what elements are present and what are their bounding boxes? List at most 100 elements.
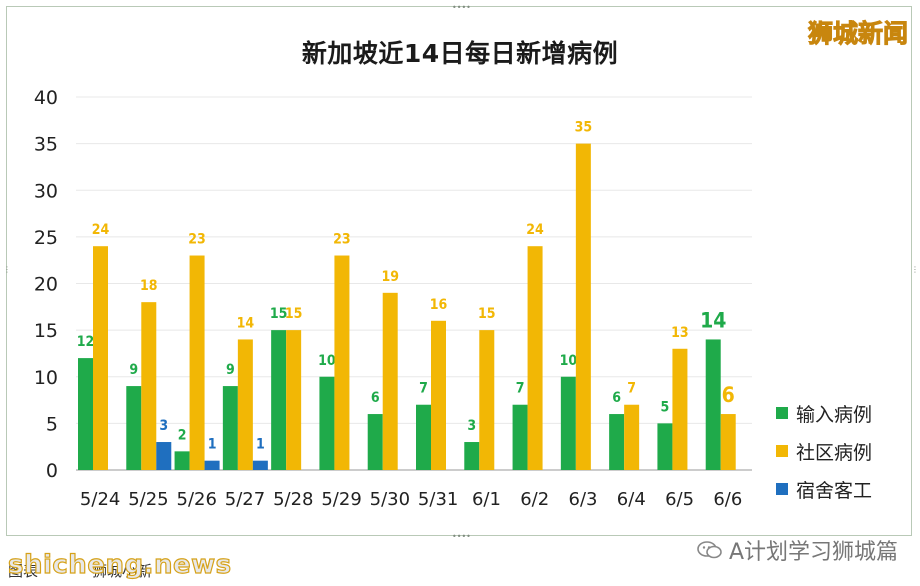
- watermark-text: shicheng.news: [7, 549, 232, 580]
- x-tick-label: 5/27: [225, 489, 265, 510]
- bar-import: [416, 404, 431, 470]
- bar-community: [431, 320, 446, 470]
- bar-import: [174, 451, 190, 470]
- y-tick-label: 20: [34, 274, 58, 296]
- y-tick-label: 5: [46, 413, 58, 435]
- bar-community: [479, 330, 495, 470]
- y-tick-label: 40: [34, 87, 58, 109]
- resize-grip-bottom[interactable]: ••••: [452, 532, 471, 541]
- bar-import: [705, 339, 721, 470]
- bar-import: [609, 414, 625, 470]
- bar-import: [367, 414, 383, 470]
- bar-community: [286, 330, 302, 470]
- bar-dorm: [204, 460, 220, 470]
- data-label: 7: [419, 381, 428, 397]
- y-tick-label: 0: [46, 460, 58, 482]
- x-tick-label: 6/3: [569, 489, 598, 510]
- bar-import: [319, 376, 335, 470]
- x-tick-label: 5/25: [128, 489, 168, 510]
- bar-import: [78, 358, 93, 470]
- legend-item-community: 社区病例: [776, 432, 872, 470]
- brand-logo-text: 狮城新闻: [807, 19, 908, 49]
- data-label: 19: [381, 269, 399, 285]
- data-label: 6: [722, 383, 735, 407]
- y-tick-label: 35: [34, 134, 58, 156]
- bar-community: [382, 292, 398, 470]
- bar-community: [672, 348, 688, 470]
- resize-grip-left[interactable]: ⋮: [3, 265, 11, 274]
- data-label: 9: [226, 362, 235, 378]
- data-label: 1: [208, 437, 217, 453]
- bar-import: [222, 386, 238, 470]
- x-tick-label: 5/29: [321, 489, 361, 510]
- data-label: 10: [318, 353, 336, 369]
- y-tick-label: 25: [34, 227, 58, 249]
- legend-swatch-dorm: [776, 483, 788, 495]
- bar-import: [657, 423, 673, 470]
- x-tick-label: 5/30: [370, 489, 410, 510]
- x-tick-label: 6/1: [472, 489, 501, 510]
- x-tick-label: 6/2: [520, 489, 549, 510]
- bar-import: [271, 330, 287, 470]
- bar-community: [575, 143, 591, 470]
- data-label: 18: [140, 278, 158, 294]
- data-label: 13: [671, 325, 689, 341]
- legend: 输入病例 社区病例 宿舍客工: [776, 394, 872, 508]
- data-label: 7: [627, 381, 636, 397]
- bar-community: [237, 339, 253, 470]
- account-name: A计划学习狮城篇: [728, 540, 898, 565]
- bar-dorm: [156, 442, 172, 470]
- bar-community: [93, 246, 108, 470]
- y-tick-label: 30: [34, 180, 58, 202]
- data-label: 35: [575, 120, 593, 136]
- account-tag: A计划学习狮城篇: [697, 534, 898, 566]
- data-label: 3: [159, 418, 168, 434]
- bar-dorm: [252, 460, 268, 470]
- wechat-icon: [697, 541, 722, 559]
- data-label: 23: [333, 232, 351, 248]
- data-label: 10: [560, 353, 578, 369]
- x-tick-label: 5/31: [418, 489, 458, 510]
- bar-import: [560, 376, 576, 470]
- x-tick-label: 6/4: [617, 489, 646, 510]
- data-label: 14: [237, 315, 255, 331]
- data-label: 12: [77, 334, 95, 350]
- bar-community: [189, 255, 205, 470]
- data-label: 24: [92, 222, 110, 238]
- y-tick-label: 15: [34, 320, 58, 342]
- bar-community: [334, 255, 350, 470]
- resize-grip-right[interactable]: ⋮: [911, 265, 919, 274]
- caption-label: 图表: [8, 562, 39, 580]
- data-label: 15: [478, 306, 496, 322]
- legend-label-dorm: 宿舍客工: [796, 479, 873, 502]
- legend-label-import: 输入病例: [796, 403, 873, 426]
- legend-item-dorm: 宿舍客工: [776, 470, 872, 508]
- data-label: 23: [188, 232, 206, 248]
- resize-grip-top[interactable]: ••••: [452, 3, 471, 12]
- bar-import: [126, 386, 142, 470]
- x-tick-label: 6/5: [665, 489, 694, 510]
- bar-community: [720, 414, 736, 470]
- legend-item-import: 输入病例: [776, 394, 872, 432]
- bar-import: [464, 442, 480, 470]
- x-tick-label: 6/6: [713, 489, 742, 510]
- data-label: 7: [516, 381, 525, 397]
- data-label: 14: [700, 308, 726, 332]
- data-label: 16: [430, 297, 448, 313]
- data-label: 3: [467, 418, 476, 434]
- y-tick-label: 10: [34, 367, 58, 389]
- data-label: 2: [178, 427, 187, 443]
- x-tick-label: 5/24: [80, 489, 120, 510]
- bar-community: [141, 302, 157, 470]
- legend-swatch-import: [776, 407, 788, 419]
- source-name: 狮城小新: [92, 562, 153, 580]
- data-label: 15: [285, 306, 303, 322]
- data-label: 9: [129, 362, 138, 378]
- bar-community: [624, 404, 640, 470]
- x-tick-label: 5/26: [177, 489, 217, 510]
- legend-swatch-community: [776, 445, 788, 457]
- bar-community: [527, 246, 543, 470]
- data-label: 6: [612, 390, 621, 406]
- bar-import: [512, 404, 528, 470]
- x-tick-label: 5/28: [273, 489, 313, 510]
